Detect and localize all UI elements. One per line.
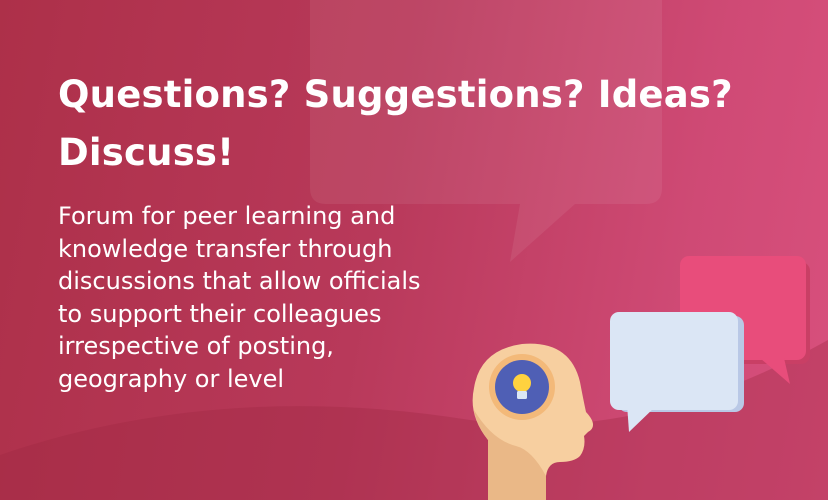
description-line: to support their colleagues — [58, 299, 382, 328]
description-line: irrespective of posting, — [58, 332, 334, 360]
description-line: knowledge transfer through — [58, 234, 393, 263]
description-line: Forum for peer learning and — [58, 202, 396, 230]
lightbulb-icon — [489, 354, 555, 420]
forum-description: Forum for peer learning and knowledge tr… — [58, 200, 478, 395]
title-line: Discuss! — [58, 131, 235, 174]
title-line: Questions? Suggestions? Ideas? — [58, 73, 733, 116]
page-title: Questions? Suggestions? Ideas? Discuss! — [58, 66, 778, 182]
small-speech-bubble-icon — [610, 312, 744, 432]
description-line: geography or level — [58, 364, 285, 393]
description-line: discussions that allow officials — [58, 267, 421, 295]
